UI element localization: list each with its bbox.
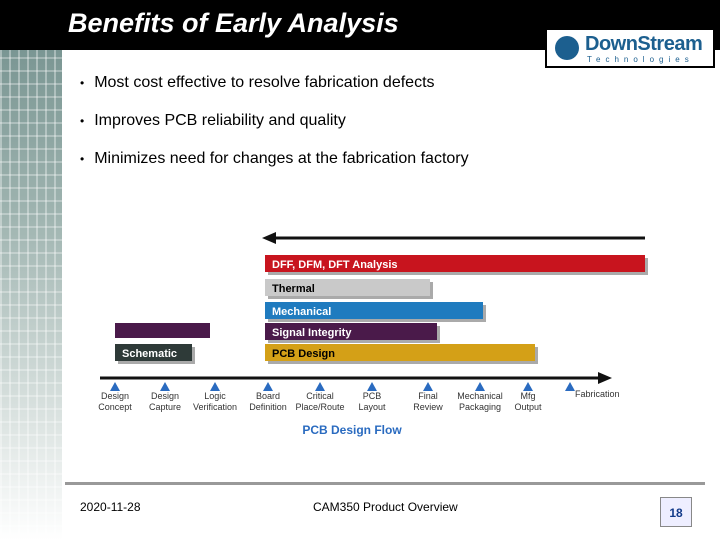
step-label: PCB — [363, 391, 382, 401]
bar — [265, 323, 437, 340]
slide-title: Benefits of Early Analysis — [68, 8, 399, 38]
step-marker — [210, 382, 220, 391]
step-marker — [160, 382, 170, 391]
step-label: Mechanical — [457, 391, 503, 401]
step-label: Concept — [98, 402, 132, 412]
logo-icon — [555, 36, 579, 60]
logo: DownStream Technologies — [545, 28, 715, 68]
bullet-list: Most cost effective to resolve fabricati… — [80, 72, 469, 186]
step-label: Layout — [358, 402, 386, 412]
page-number: 18 — [660, 497, 692, 527]
step-marker — [315, 382, 325, 391]
bullet: Minimizes need for changes at the fabric… — [80, 148, 468, 186]
step-marker — [423, 382, 433, 391]
arrow-head — [262, 232, 276, 244]
logo-name: DownStream — [585, 33, 703, 55]
bar — [265, 279, 430, 296]
step-marker — [565, 382, 575, 391]
step-label: Board — [256, 391, 280, 401]
bar — [115, 344, 192, 361]
logo-tagline: Technologies — [587, 55, 694, 64]
step-marker — [263, 382, 273, 391]
bar-label: Signal Integrity — [272, 327, 352, 339]
step-label: Design — [151, 391, 179, 401]
bar — [265, 255, 645, 272]
step-label: Verification — [193, 402, 237, 412]
step-label: Critical — [306, 391, 334, 401]
step-marker — [475, 382, 485, 391]
bar-label: Thermal — [272, 283, 315, 295]
step-label: Capture — [149, 402, 181, 412]
bar — [265, 344, 535, 361]
step-label: Fabrication — [575, 389, 620, 399]
step-label: Logic — [204, 391, 226, 401]
step-label: Review — [413, 402, 443, 412]
footer-title: CAM350 Product Overview — [313, 500, 458, 514]
bar-label: Schematic — [122, 348, 177, 360]
footer-line — [65, 482, 705, 485]
step-label: Mfg — [520, 391, 535, 401]
arrow-head — [598, 372, 612, 384]
bar-label: PCB Design — [272, 348, 335, 360]
pcb-strip — [0, 0, 62, 540]
bar — [265, 302, 483, 319]
step-label: Packaging — [459, 402, 501, 412]
bar-label: Mechanical — [272, 306, 331, 318]
step-label: Place/Route — [295, 402, 344, 412]
bar — [115, 323, 210, 338]
bar-label: DFF, DFM, DFT Analysis — [272, 259, 398, 271]
step-marker — [110, 382, 120, 391]
flow-title: PCB Design Flow — [302, 423, 402, 437]
bullet: Most cost effective to resolve fabricati… — [80, 72, 469, 110]
step-marker — [367, 382, 377, 391]
bullet: Improves PCB reliability and quality — [80, 110, 469, 148]
step-label: Design — [101, 391, 129, 401]
footer-date: 2020-11-28 — [80, 500, 141, 514]
step-label: Output — [514, 402, 542, 412]
step-label: Final — [418, 391, 438, 401]
step-marker — [523, 382, 533, 391]
step-label: Definition — [249, 402, 287, 412]
